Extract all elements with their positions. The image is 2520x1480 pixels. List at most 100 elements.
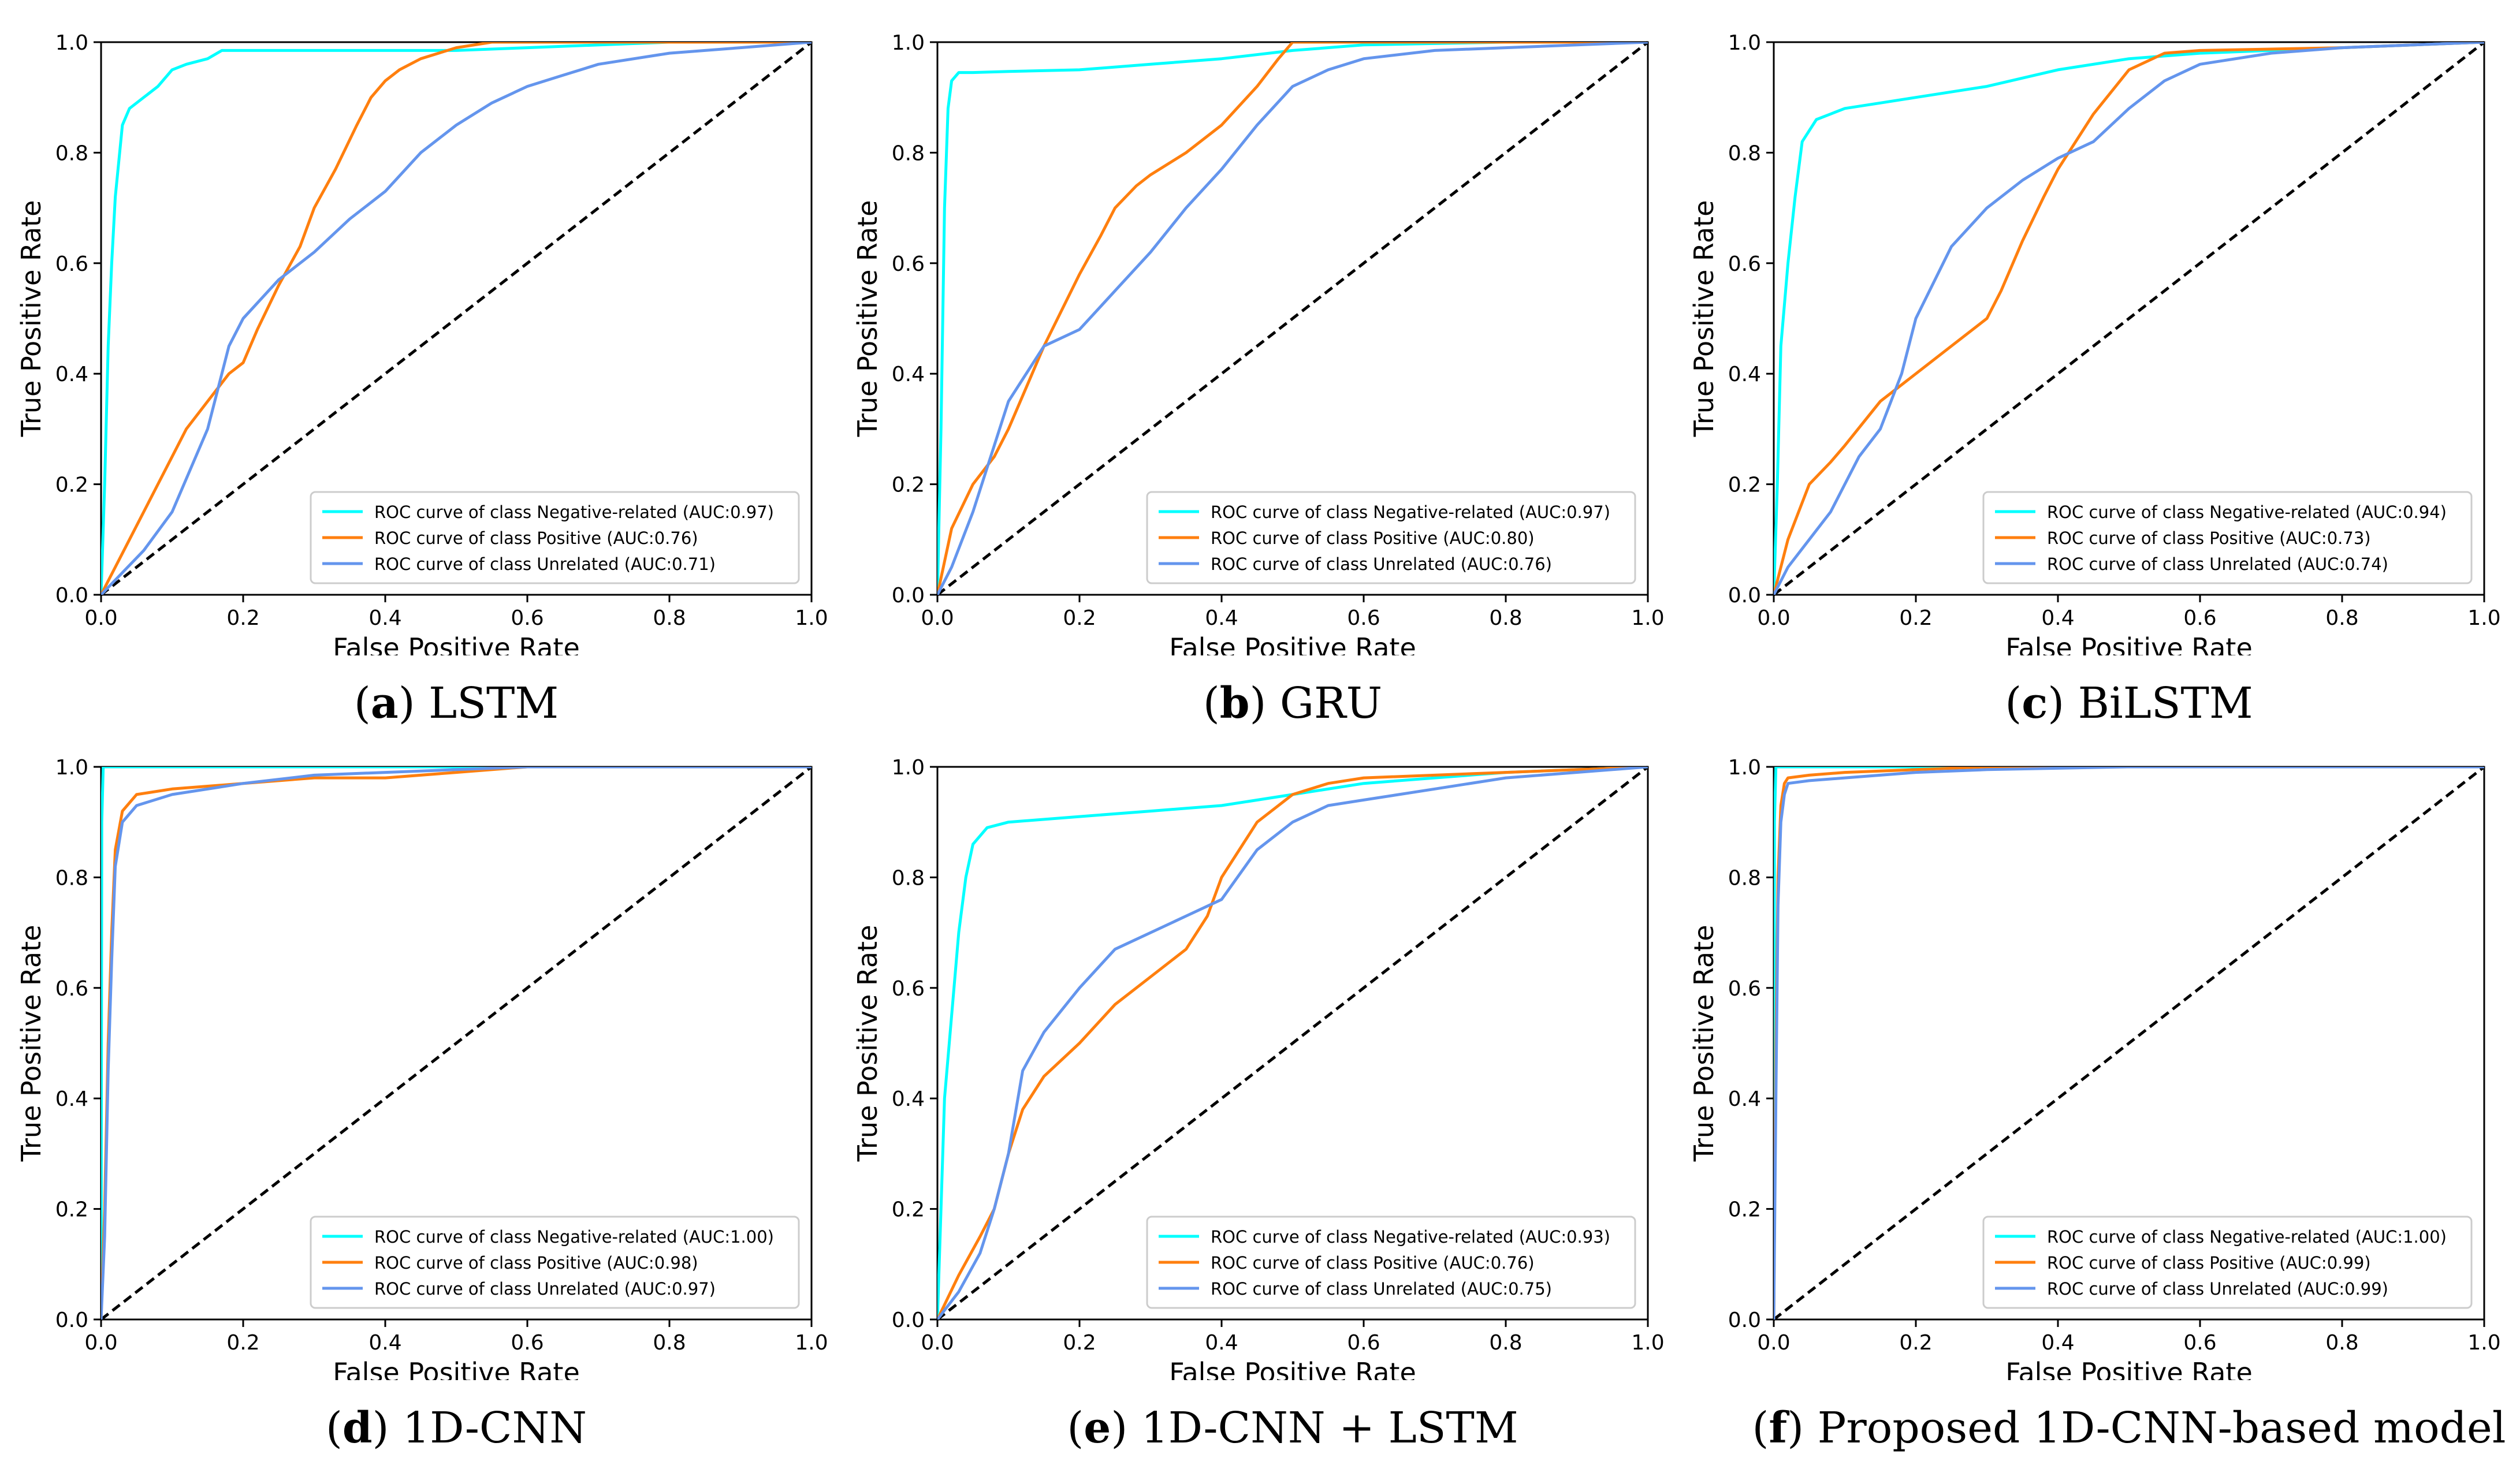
series-line-unrelated bbox=[937, 767, 1648, 1319]
x-tick-label: 0.6 bbox=[511, 606, 544, 630]
caption-title: ) GRU bbox=[1249, 679, 1383, 728]
y-tick-label: 0.6 bbox=[1728, 252, 1761, 276]
x-axis-label: False Positive Rate bbox=[1169, 632, 1416, 655]
y-tick-label: 0.6 bbox=[892, 977, 925, 1001]
x-tick-label: 0.6 bbox=[2183, 606, 2216, 630]
y-tick-label: 0.2 bbox=[892, 474, 925, 497]
caption-letter: b bbox=[1219, 679, 1250, 728]
x-tick-label: 0.8 bbox=[1489, 606, 1522, 630]
panel-caption: (b) GRU bbox=[1203, 679, 1383, 728]
x-tick-label: 1.0 bbox=[1631, 606, 1664, 630]
panel-caption: (e) 1D-CNN + LSTM bbox=[1067, 1403, 1518, 1453]
x-tick-label: 0.2 bbox=[226, 1331, 259, 1355]
series-line-unrelated bbox=[937, 42, 1648, 595]
legend-entry: ROC curve of class Unrelated (AUC:0.99) bbox=[2047, 1279, 2388, 1299]
y-tick-label: 1.0 bbox=[1728, 31, 1761, 55]
x-axis-label: False Positive Rate bbox=[2005, 632, 2253, 655]
x-tick-label: 1.0 bbox=[795, 1331, 828, 1355]
y-tick-label: 0.2 bbox=[1728, 1198, 1761, 1222]
x-axis-label: False Positive Rate bbox=[1169, 1357, 1416, 1380]
legend-box bbox=[1146, 491, 1636, 584]
legend-entry: ROC curve of class Unrelated (AUC:0.75) bbox=[1211, 1279, 1552, 1299]
y-tick-label: 0.6 bbox=[892, 252, 925, 276]
legend-entry: ROC curve of class Positive (AUC:0.98) bbox=[374, 1253, 698, 1273]
x-tick-label: 0.4 bbox=[2041, 1331, 2074, 1355]
x-axis-label: False Positive Rate bbox=[2005, 1357, 2253, 1380]
caption-letter: c bbox=[2022, 679, 2048, 728]
x-tick-label: 1.0 bbox=[795, 606, 828, 630]
x-tick-label: 1.0 bbox=[1631, 1331, 1664, 1355]
chance-diagonal-line bbox=[100, 41, 813, 596]
y-tick-label: 0.2 bbox=[892, 1198, 925, 1222]
x-tick-label: 0.4 bbox=[2041, 606, 2074, 630]
y-tick-label: 0.8 bbox=[55, 141, 88, 165]
legend-entry: ROC curve of class Negative-related (AUC… bbox=[1211, 502, 1610, 522]
caption-letter: d bbox=[342, 1403, 373, 1453]
caption-title: ) 1D-CNN bbox=[372, 1403, 587, 1453]
y-tick-label: 0.4 bbox=[892, 363, 925, 386]
series-group bbox=[937, 42, 1648, 595]
y-axis-label: True Positive Rate bbox=[1688, 925, 1719, 1162]
y-tick-label: 0.4 bbox=[892, 1087, 925, 1111]
y-tick-label: 0.8 bbox=[892, 141, 925, 165]
y-axis-label: True Positive Rate bbox=[852, 925, 883, 1162]
caption-letter: a bbox=[370, 679, 399, 728]
legend-entry: ROC curve of class Unrelated (AUC:0.97) bbox=[374, 1279, 716, 1299]
y-tick-label: 0.8 bbox=[55, 866, 88, 890]
caption-letter: e bbox=[1084, 1403, 1111, 1453]
y-tick-label: 1.0 bbox=[55, 31, 88, 55]
series-line-unrelated bbox=[101, 42, 812, 595]
x-tick-label: 0.0 bbox=[84, 1331, 117, 1355]
chart-panel-f: 0.0 0.2 0.4 0.6 0.8 1.0 0.0 0.2 0.4 0.6 0.8 1.0 Fals… bbox=[1688, 756, 2501, 1380]
series-line-negative-related bbox=[937, 42, 1648, 595]
x-tick-label: 0.6 bbox=[2183, 1331, 2216, 1355]
x-tick-label: 0.0 bbox=[1757, 606, 1790, 630]
series-line-positive bbox=[937, 42, 1648, 595]
y-tick-label: 1.0 bbox=[55, 756, 88, 780]
x-tick-label: 0.4 bbox=[368, 1331, 401, 1355]
legend-box bbox=[310, 1216, 800, 1309]
x-tick-label: 0.2 bbox=[1899, 1331, 1932, 1355]
x-axis-label: False Positive Rate bbox=[333, 1357, 580, 1380]
y-tick-label: 0.6 bbox=[1728, 977, 1761, 1001]
y-tick-label: 0.4 bbox=[55, 1087, 88, 1111]
x-tick-label: 0.8 bbox=[2325, 606, 2358, 630]
y-tick-label: 0.0 bbox=[55, 1308, 88, 1332]
y-tick-label: 0.4 bbox=[1728, 1087, 1761, 1111]
chart-panel-e: 0.0 0.2 0.4 0.6 0.8 1.0 0.0 0.2 0.4 0.6 0.8 1.0 Fals… bbox=[852, 756, 1665, 1380]
chance-diagonal-line bbox=[936, 766, 1649, 1321]
y-tick-label: 0.4 bbox=[1728, 363, 1761, 386]
legend-entry: ROC curve of class Negative-related (AUC… bbox=[374, 1227, 774, 1247]
legend-entry: ROC curve of class Positive (AUC:0.76) bbox=[374, 528, 698, 548]
chart-panel-b: 0.0 0.2 0.4 0.6 0.8 1.0 0.0 0.2 0.4 0.6 0.8 1.0 Fals… bbox=[852, 31, 1665, 655]
x-tick-label: 0.2 bbox=[226, 606, 259, 630]
caption-title: ) BiLSTM bbox=[2048, 679, 2253, 728]
x-tick-label: 1.0 bbox=[2467, 1331, 2500, 1355]
legend-entry: ROC curve of class Unrelated (AUC:0.74) bbox=[2047, 554, 2388, 574]
x-tick-label: 0.8 bbox=[2325, 1331, 2358, 1355]
chance-diagonal-line bbox=[100, 766, 813, 1321]
series-group bbox=[937, 767, 1648, 1319]
y-tick-label: 0.4 bbox=[55, 363, 88, 386]
legend-entry: ROC curve of class Positive (AUC:0.99) bbox=[2047, 1253, 2371, 1273]
y-axis-label: True Positive Rate bbox=[1688, 200, 1719, 438]
y-tick-label: 0.0 bbox=[892, 1308, 925, 1332]
y-tick-label: 1.0 bbox=[1728, 756, 1761, 780]
x-tick-label: 0.2 bbox=[1063, 1331, 1096, 1355]
series-group bbox=[1774, 42, 2484, 595]
series-line-unrelated bbox=[101, 767, 812, 1319]
legend-entry: ROC curve of class Negative-related (AUC… bbox=[1211, 1227, 1610, 1247]
legend-entry: ROC curve of class Positive (AUC:0.76) bbox=[1211, 1253, 1535, 1273]
y-axis-label: True Positive Rate bbox=[16, 925, 47, 1162]
y-axis-label: True Positive Rate bbox=[16, 200, 47, 438]
legend-box bbox=[1982, 1216, 2473, 1309]
y-tick-label: 0.0 bbox=[55, 584, 88, 607]
y-tick-label: 0.0 bbox=[892, 584, 925, 607]
series-line-negative-related bbox=[101, 767, 812, 1319]
series-group bbox=[101, 767, 812, 1319]
x-axis-label: False Positive Rate bbox=[333, 632, 580, 655]
x-tick-label: 0.0 bbox=[921, 1331, 954, 1355]
y-tick-label: 0.2 bbox=[55, 1198, 88, 1222]
legend-entry: ROC curve of class Negative-related (AUC… bbox=[2047, 502, 2447, 522]
y-tick-label: 0.6 bbox=[55, 252, 88, 276]
